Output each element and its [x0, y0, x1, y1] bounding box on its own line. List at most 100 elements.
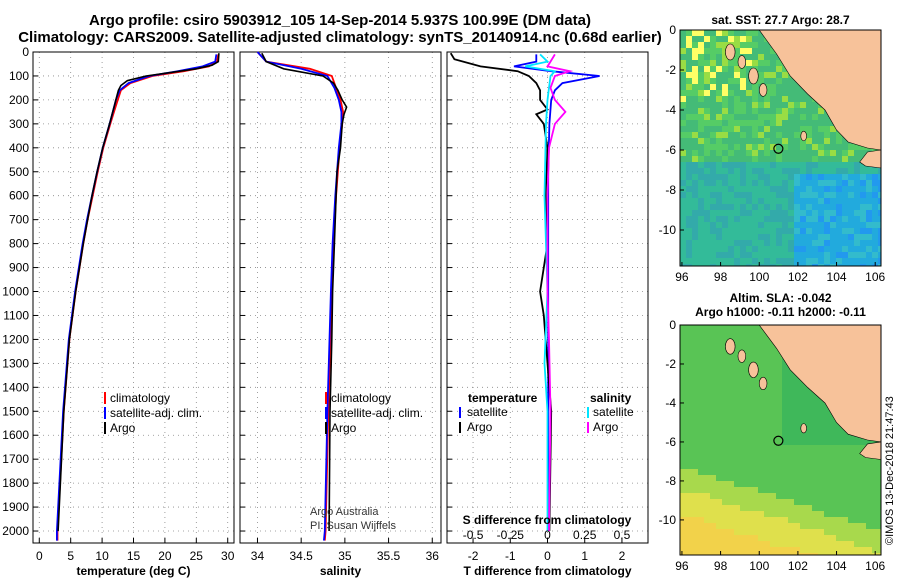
series-line-t-argo [449, 52, 553, 532]
x-tick-label: 34 [251, 549, 265, 563]
sst_map-title: sat. SST: 27.7 Argo: 28.7 [711, 13, 850, 27]
y-tick-label: 1500 [2, 404, 29, 418]
plot-title-line2: Climatology: CARS2009. Satellite-adjuste… [18, 29, 662, 46]
island [737, 55, 747, 69]
x-tick-label: 35.5 [377, 549, 401, 563]
y-tick-label: 0 [669, 23, 676, 37]
difference-panel: -2 -1 0 1 2T difference from climatology [446, 51, 649, 578]
x-tick-label: 102 [788, 270, 808, 284]
x-tick-label: 104 [827, 270, 847, 284]
y-tick-label: -2 [665, 357, 676, 371]
series-line-s-satellite [525, 53, 557, 531]
sla_map-subtitle: Argo h1000: -0.11 h2000: -0.11 [695, 305, 866, 319]
y-tick-label: -4 [665, 396, 676, 410]
sst_map-panel: 96 98 100 102 104 106 0 -2 -4 -6 -8 -10 sat. SST: 27… [659, 13, 886, 284]
y-tick-label: 1400 [2, 380, 29, 394]
island [758, 83, 768, 97]
y-tick-label: 800 [9, 237, 29, 251]
y-tick-label: 1100 [3, 308, 29, 322]
x2-tick-label: 0.5 [614, 528, 631, 542]
legend-label: satellite [593, 405, 634, 419]
legend-label: satellite [467, 405, 508, 419]
y-tick-label: -2 [665, 63, 676, 77]
y-tick-label: -8 [665, 183, 676, 197]
argo-position-marker [773, 435, 784, 446]
x2-tick-label: 0.25 [573, 528, 597, 542]
x-tick-label: 96 [675, 270, 689, 284]
y-tick-label: 900 [9, 261, 29, 275]
x-tick-label: 106 [865, 559, 885, 573]
series-line-argo [57, 53, 220, 532]
y-tick-label: 100 [9, 69, 29, 83]
island [725, 338, 736, 355]
x-tick-label: 98 [714, 559, 728, 573]
legend-label: Argo [593, 420, 619, 434]
y-tick-label: 600 [9, 189, 29, 203]
y-tick-label: 1600 [2, 428, 29, 442]
sla_map-title: Altim. SLA: -0.042 [729, 291, 831, 305]
y-tick-label: 1300 [2, 356, 29, 370]
temperature-panel: 0 5 10 15 20 25 30 temperature (deg C) 0 100 200 30… [2, 45, 234, 578]
series-line-climatology [56, 54, 220, 541]
footer-text: ©IMOS 13-Dec-2018 21:47:43 [884, 396, 896, 545]
x-tick-label: 102 [788, 559, 808, 573]
y-tick-label: 500 [9, 165, 29, 179]
x-tick-label: -1 [505, 549, 516, 563]
x2-tick-label: -0.5 [463, 528, 484, 542]
y-tick-label: -4 [665, 103, 676, 117]
java-land [859, 149, 881, 169]
x-tick-label: 0 [544, 549, 551, 563]
x-tick-label: 104 [827, 559, 847, 573]
island [800, 130, 807, 142]
x-tick-label: 35 [338, 549, 352, 563]
x-tick-label: 106 [865, 270, 885, 284]
x2-tick-label: 0 [544, 528, 551, 542]
temperature-xlabel: temperature (deg C) [76, 564, 190, 578]
legend-label: Argo [467, 420, 493, 434]
annotation-text: Argo Australia [310, 506, 379, 518]
sla_map-frame [679, 324, 882, 556]
x-tick-label: 25 [190, 549, 204, 563]
sumatra-land [758, 325, 881, 443]
x-tick-label: 0 [36, 549, 43, 563]
x-tick-label: 30 [221, 549, 235, 563]
y-tick-label: 1900 [2, 500, 29, 514]
y-tick-label: 2000 [2, 524, 29, 538]
y-tick-label: 1000 [2, 285, 29, 299]
x-tick-label: -2 [468, 549, 479, 563]
y-tick-label: 300 [9, 117, 29, 131]
salinity-frame [239, 51, 442, 544]
island [737, 349, 747, 363]
y-tick-label: 1200 [2, 332, 29, 346]
difference-xlabel: T difference from climatology [463, 564, 631, 578]
series-line-argo [261, 52, 348, 532]
island [758, 376, 768, 391]
x-tick-label: 10 [95, 549, 109, 563]
x-tick-label: 100 [749, 270, 769, 284]
y-tick-label: -10 [659, 513, 677, 527]
x-tick-label: 15 [127, 549, 141, 563]
salinity-xlabel: salinity [320, 564, 362, 578]
y-tick-label: 400 [9, 141, 29, 155]
legend-label: Argo [110, 421, 136, 435]
x-tick-label: 98 [714, 270, 728, 284]
x2-tick-label: -0.25 [497, 528, 525, 542]
series-line-satellite-adj-clim- [56, 54, 218, 541]
legend-salinity-title: salinity [590, 391, 632, 405]
x-tick-label: 2 [619, 549, 626, 563]
island [800, 423, 807, 434]
y-tick-label: 200 [9, 93, 29, 107]
legend-label: satellite-adj. clim. [331, 406, 423, 420]
legend-label: climatology [110, 391, 170, 405]
y-tick-label: 0 [22, 45, 29, 59]
y-tick-label: -6 [665, 143, 676, 157]
y-tick-label: -8 [665, 474, 676, 488]
java-land [859, 441, 881, 460]
x-tick-label: 96 [675, 559, 689, 573]
x-tick-label: 5 [67, 549, 74, 563]
legend-label: climatology [331, 391, 391, 405]
island [725, 43, 736, 61]
island [748, 361, 759, 378]
argo-position-marker [773, 143, 784, 154]
legend-temperature-title: temperature [468, 391, 538, 405]
